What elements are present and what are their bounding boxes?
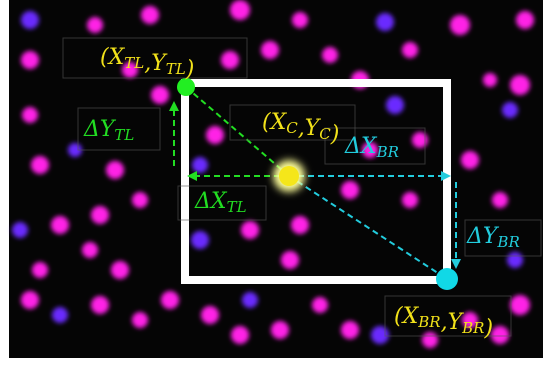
cell-blob bbox=[201, 306, 219, 324]
cell-blob bbox=[322, 47, 338, 63]
figure: (XTL,YTL) ΔYTL (XC,YC) ΔXBR ΔXTL ΔYBR (X… bbox=[0, 0, 543, 368]
cell-blob bbox=[21, 291, 39, 309]
cell-blob bbox=[292, 12, 308, 28]
subscript: TL bbox=[166, 60, 186, 78]
subscript: TL bbox=[114, 126, 134, 144]
cell-blob bbox=[21, 51, 39, 69]
label-text: ,Y bbox=[298, 116, 322, 141]
cell-blob bbox=[151, 86, 169, 104]
cell-blob bbox=[192, 157, 208, 173]
cell-blob bbox=[281, 251, 299, 269]
cell-blob bbox=[161, 291, 179, 309]
cell-blob bbox=[191, 231, 209, 249]
subscript: BR bbox=[376, 143, 399, 161]
subscript: C bbox=[319, 125, 331, 143]
subscript: BR bbox=[417, 313, 440, 331]
label-text: (X bbox=[262, 110, 288, 135]
cell-blob bbox=[492, 192, 508, 208]
cell-blob bbox=[510, 75, 530, 95]
label-text: (X bbox=[394, 304, 420, 329]
cell-blob bbox=[271, 321, 289, 339]
bottom-right-point bbox=[436, 268, 458, 290]
cell-blob bbox=[450, 15, 470, 35]
subscript: TL bbox=[227, 198, 247, 216]
label-text: ) bbox=[330, 122, 340, 147]
cell-blob bbox=[376, 13, 394, 31]
cell-blob bbox=[502, 102, 518, 118]
cell-blob bbox=[12, 222, 28, 238]
subscript: C bbox=[286, 119, 298, 137]
label-text: ΔX bbox=[194, 189, 228, 214]
cell-blob bbox=[242, 292, 258, 308]
cell-blob bbox=[21, 11, 39, 29]
cell-blob bbox=[111, 261, 129, 279]
label-text: ,Y bbox=[441, 310, 465, 335]
cell-blob bbox=[402, 192, 418, 208]
cell-blob bbox=[22, 107, 38, 123]
cell-blob bbox=[341, 321, 359, 339]
label-text: ,Y bbox=[144, 51, 168, 76]
label-text: ) bbox=[483, 316, 493, 341]
label-text: ) bbox=[185, 57, 195, 82]
cell-blob bbox=[221, 51, 239, 69]
cell-blob bbox=[206, 126, 224, 144]
cell-blob bbox=[52, 307, 68, 323]
cell-blob bbox=[422, 332, 438, 348]
cell-blob bbox=[507, 252, 523, 268]
label-text: ΔY bbox=[466, 224, 500, 249]
cell-blob bbox=[241, 221, 259, 239]
cell-blob bbox=[510, 295, 530, 315]
cell-blob bbox=[87, 17, 103, 33]
cell-blob bbox=[141, 6, 159, 24]
cell-blob bbox=[32, 262, 48, 278]
cell-blob bbox=[31, 156, 49, 174]
cell-blob bbox=[91, 206, 109, 224]
cell-blob bbox=[386, 96, 404, 114]
center-point bbox=[279, 166, 299, 186]
cell-blob bbox=[402, 42, 418, 58]
label-text: (X bbox=[100, 45, 126, 70]
subscript: TL bbox=[124, 54, 144, 72]
label-text: ΔY bbox=[83, 117, 117, 142]
cell-blob bbox=[341, 181, 359, 199]
cell-blob bbox=[132, 192, 148, 208]
cell-blob bbox=[412, 132, 428, 148]
cell-blob bbox=[516, 11, 534, 29]
cell-blob bbox=[461, 151, 479, 169]
cell-blob bbox=[291, 216, 309, 234]
cell-blob bbox=[82, 242, 98, 258]
subscript: BR bbox=[461, 319, 484, 337]
cell-blob bbox=[91, 296, 109, 314]
cell-blob bbox=[312, 297, 328, 313]
cell-blob bbox=[230, 0, 250, 20]
cell-blob bbox=[132, 312, 148, 328]
cell-blob bbox=[106, 161, 124, 179]
cell-blob bbox=[51, 216, 69, 234]
cell-blob bbox=[371, 326, 389, 344]
cell-blob bbox=[483, 73, 497, 87]
cell-blob bbox=[231, 326, 249, 344]
cell-blob bbox=[491, 326, 509, 344]
subscript: BR bbox=[496, 233, 519, 251]
cell-blob bbox=[261, 41, 279, 59]
label-text: ΔX bbox=[344, 134, 378, 159]
